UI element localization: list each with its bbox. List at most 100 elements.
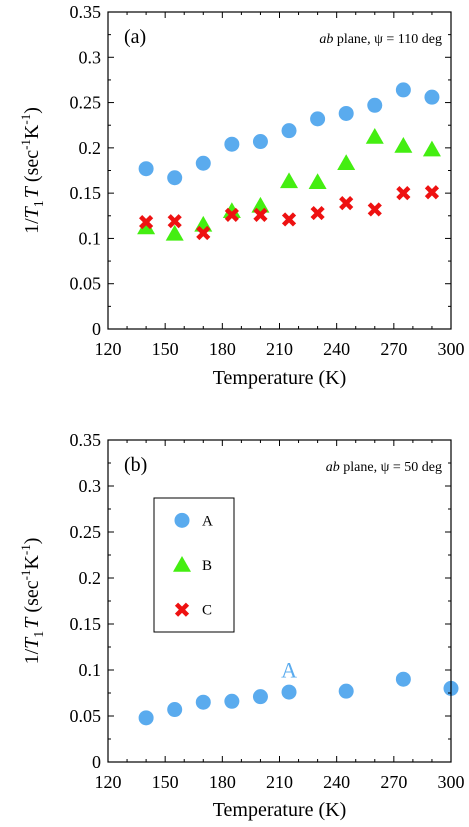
data-point-c — [367, 202, 382, 217]
y-title-part: T — [21, 205, 43, 218]
annotation-italic: ab — [326, 460, 340, 475]
y-title-part: K — [21, 555, 43, 570]
x-tick-label: 300 — [438, 339, 465, 359]
x-tick-label: 180 — [209, 339, 236, 359]
data-point-c-stroke — [339, 196, 354, 211]
panel-a-y-axis-title: 1/T1T (sec-1K-1) — [18, 107, 47, 234]
data-point-a — [224, 693, 240, 709]
panel-a-label: (a) — [124, 26, 146, 48]
x-tick-label: 120 — [95, 339, 122, 359]
data-point-b — [337, 154, 356, 171]
data-point-c — [196, 225, 211, 241]
data-point-c-stroke — [367, 202, 382, 217]
legend-entry-b: B — [173, 556, 212, 574]
legend-label-b: B — [202, 558, 212, 574]
y-tick-label: 0.15 — [70, 183, 102, 203]
data-point-a — [395, 671, 411, 687]
data-point-a — [281, 123, 297, 139]
y-title-superscript: -1 — [18, 114, 33, 125]
panel-b-y-axis-title: 1/T1T (sec-1K-1) — [18, 538, 47, 665]
panel-a-chart: 0 0.05 0.1 0.15 0.2 0.25 0.3 0.35 120 150 180 210 24… — [18, 2, 465, 389]
y-tick-label: 0.15 — [70, 614, 102, 634]
data-point-c — [424, 185, 440, 200]
data-point-c — [167, 214, 182, 229]
panel-b-label: (b) — [124, 454, 147, 476]
series-a — [138, 671, 459, 726]
y-title-subscript: 1 — [32, 200, 47, 207]
series-a — [138, 82, 440, 186]
data-point-b — [308, 173, 327, 190]
panel-b-x-axis-title: Temperature (K) — [213, 799, 347, 821]
x-tick-label: 210 — [266, 339, 293, 359]
data-point-c-stroke — [281, 212, 297, 227]
data-point-a — [224, 136, 240, 152]
data-point-c-stroke — [253, 207, 268, 222]
data-point-a — [310, 111, 326, 127]
data-point-a — [424, 89, 440, 105]
data-point-c-stroke — [224, 207, 239, 222]
legend-marker-a — [174, 512, 190, 528]
x-tick-label: 270 — [380, 772, 407, 792]
data-point-b — [165, 224, 184, 241]
y-title-part: ) — [21, 538, 43, 545]
data-point-b — [280, 172, 299, 189]
y-title-part: T — [21, 636, 43, 649]
legend-entry-a: A — [174, 512, 213, 529]
data-point-c — [224, 207, 239, 222]
data-point-c — [310, 205, 325, 221]
data-point-a — [252, 134, 268, 150]
y-tick-label: 0.1 — [79, 228, 102, 248]
data-point-c-stroke — [139, 215, 154, 230]
panel-b-legend: A B C — [153, 497, 235, 633]
x-tick-label: 150 — [152, 772, 179, 792]
legend-entry-c: C — [174, 602, 212, 619]
y-title-part: ) — [21, 107, 43, 114]
y-tick-label: 0.35 — [70, 430, 102, 450]
data-point-b — [365, 127, 384, 144]
x-tick-label: 240 — [323, 772, 350, 792]
data-point-a — [338, 683, 354, 699]
data-point-c-stroke — [167, 214, 182, 229]
data-point-c — [139, 215, 154, 230]
data-point-b — [137, 218, 156, 235]
y-tick-label: 0.3 — [79, 476, 102, 496]
y-title-part: K — [21, 124, 43, 139]
series-b — [137, 127, 441, 241]
data-point-c — [339, 196, 354, 211]
legend-label-a: A — [202, 513, 213, 529]
y-title-part: 1/ — [21, 648, 43, 664]
legend-marker-b — [173, 556, 191, 572]
data-point-a — [138, 710, 154, 726]
y-tick-label: 0.05 — [70, 706, 102, 726]
data-point-c-stroke — [396, 186, 411, 201]
x-tick-label: 300 — [438, 772, 465, 792]
annotation-text: plane, ψ = 110 deg — [333, 32, 442, 47]
panel-b-chart: 0 0.05 0.1 0.15 0.2 0.25 0.3 0.35 120 150 180 210 24… — [18, 430, 465, 821]
data-point-a — [138, 161, 154, 177]
y-tick-label: 0 — [92, 319, 101, 339]
data-point-a — [195, 694, 211, 710]
panel-a-annotation: ab plane, ψ = 110 deg — [319, 32, 442, 47]
data-point-b — [422, 140, 441, 157]
legend-label-c: C — [202, 603, 212, 619]
annotation-text: plane, ψ = 50 deg — [340, 460, 442, 475]
data-point-a — [338, 105, 354, 121]
y-title-part: 1/ — [21, 218, 43, 234]
x-tick-label: 270 — [380, 339, 407, 359]
y-tick-label: 0.35 — [70, 2, 102, 22]
y-title-superscript: -1 — [18, 544, 33, 555]
y-tick-label: 0.2 — [79, 138, 102, 158]
data-point-b — [222, 202, 241, 219]
y-title-part: T — [21, 185, 43, 198]
data-point-c-stroke — [196, 225, 211, 241]
data-point-a — [167, 702, 183, 718]
legend-marker-c — [174, 602, 190, 617]
data-point-c — [396, 186, 411, 201]
x-tick-label: 150 — [152, 339, 179, 359]
y-tick-label: 0.2 — [79, 568, 102, 588]
data-point-a — [395, 82, 411, 98]
y-title-part: T — [21, 616, 43, 629]
data-point-a — [367, 97, 383, 113]
panel-b-inline-label: A — [281, 657, 297, 682]
